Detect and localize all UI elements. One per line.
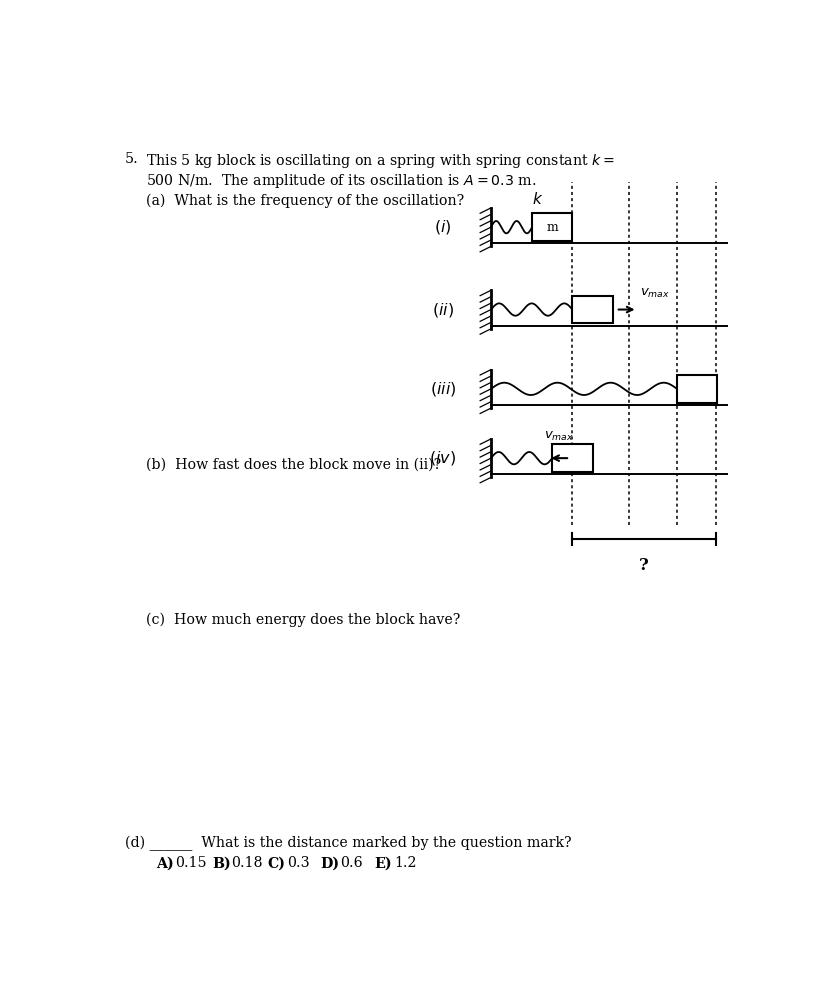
Text: $\mathit{(iv)}$: $\mathit{(iv)}$: [429, 449, 456, 467]
Text: This 5 kg block is oscillating on a spring with spring constant $k =$: This 5 kg block is oscillating on a spri…: [146, 152, 614, 170]
Bar: [532, 213, 571, 241]
Text: 500 N/m.  The amplitude of its oscillation is $A = 0.3$ m.: 500 N/m. The amplitude of its oscillatio…: [146, 172, 536, 190]
Text: E): E): [375, 856, 392, 870]
Text: 1.2: 1.2: [394, 856, 416, 870]
Bar: [571, 295, 612, 323]
Text: C): C): [267, 856, 285, 870]
Text: B): B): [212, 856, 231, 870]
Text: $\mathit{(iii)}$: $\mathit{(iii)}$: [429, 379, 456, 397]
Text: D): D): [320, 856, 339, 870]
Text: (d) ______  What is the distance marked by the question mark?: (d) ______ What is the distance marked b…: [125, 836, 571, 851]
Text: A): A): [156, 856, 174, 870]
Text: 0.15: 0.15: [175, 856, 207, 870]
Text: m: m: [546, 220, 557, 233]
Text: $\mathit{(ii)}$: $\mathit{(ii)}$: [432, 300, 453, 318]
Text: $v_{max}$: $v_{max}$: [543, 429, 574, 442]
Text: (c)  How much energy does the block have?: (c) How much energy does the block have?: [146, 613, 460, 627]
Text: 0.18: 0.18: [231, 856, 262, 870]
Bar: [552, 444, 592, 472]
Text: 5.: 5.: [125, 152, 139, 166]
Text: 0.3: 0.3: [287, 856, 309, 870]
Text: $v_{max}$: $v_{max}$: [639, 287, 669, 300]
Text: (a)  What is the frequency of the oscillation?: (a) What is the frequency of the oscilla…: [146, 193, 464, 207]
Text: (b)  How fast does the block move in (ii)?: (b) How fast does the block move in (ii)…: [146, 458, 441, 472]
Text: $\mathit{(i)}$: $\mathit{(i)}$: [433, 218, 452, 236]
Text: $k$: $k$: [531, 191, 543, 207]
Bar: [676, 375, 716, 402]
Text: ?: ?: [638, 558, 648, 575]
Text: 0.6: 0.6: [339, 856, 362, 870]
